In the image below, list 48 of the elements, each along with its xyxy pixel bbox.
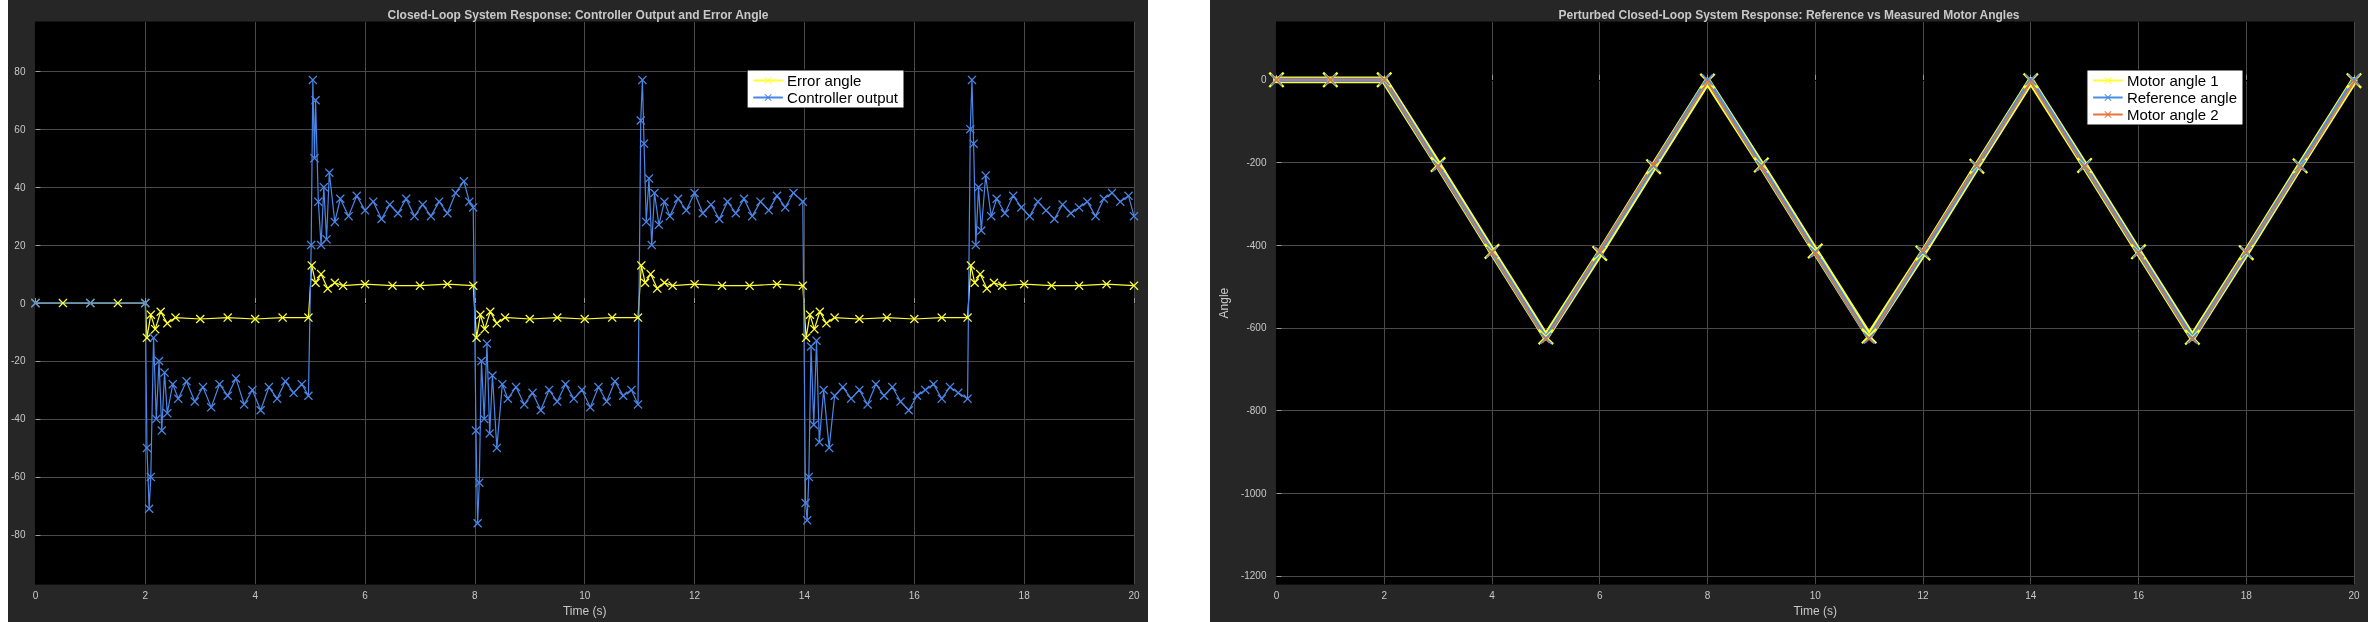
- y-tick-label: 0: [19, 297, 26, 309]
- y-tick-label: -800: [1246, 405, 1267, 417]
- x-tick-label: 14: [798, 589, 811, 601]
- chart-title: Perturbed Closed-Loop System Response: Reference vs Measured Motor Angles: [1558, 8, 2020, 22]
- x-tick-label: 18: [1018, 589, 1031, 601]
- legend-label: Reference angle: [2126, 89, 2237, 106]
- y-tick-label: -600: [1246, 322, 1267, 334]
- x-tick-label: 2: [142, 589, 149, 601]
- x-tick-label: 6: [362, 589, 369, 601]
- x-tick-label: 10: [579, 589, 591, 601]
- x-tick-label: 0: [32, 589, 39, 601]
- x-tick-label: 10: [1809, 589, 1822, 601]
- x-tick-label: 14: [2025, 589, 2037, 601]
- x-tick-label: 8: [1704, 589, 1711, 601]
- y-tick-label: -1200: [1240, 570, 1267, 582]
- x-tick-label: 8: [472, 589, 479, 601]
- y-axis-title: Angle: [1217, 287, 1231, 319]
- x-tick-label: 2: [1381, 589, 1388, 601]
- x-tick-label: 4: [1489, 589, 1496, 601]
- y-tick-label: 60: [14, 123, 26, 135]
- x-tick-label: 12: [689, 589, 701, 601]
- x-tick-label: 20: [2348, 589, 2360, 601]
- x-tick-label: 4: [252, 589, 259, 601]
- y-tick-label: -200: [1246, 157, 1267, 169]
- y-tick-label: -20: [11, 355, 26, 367]
- y-tick-label: 0: [1260, 74, 1267, 86]
- y-tick-label: 80: [14, 65, 26, 77]
- y-tick-label: 20: [14, 239, 26, 251]
- chart-title: Closed-Loop System Response: Controller Output and Error Angle: [387, 8, 769, 22]
- y-tick-label: -1000: [1240, 487, 1267, 499]
- legend-label: Motor angle 2: [2126, 106, 2219, 123]
- y-tick-label: -80: [11, 529, 26, 541]
- legend-label: Error angle: [787, 72, 862, 89]
- y-tick-label: -60: [11, 471, 26, 483]
- x-axis-title: Time (s): [562, 604, 607, 618]
- x-tick-label: 20: [1128, 589, 1140, 601]
- x-tick-label: 16: [2132, 589, 2145, 601]
- x-tick-label: 12: [1917, 589, 1929, 601]
- x-tick-label: 6: [1596, 589, 1603, 601]
- y-tick-label: -40: [11, 413, 26, 425]
- legend-label: Controller output: [787, 89, 899, 106]
- legend-label: Motor angle 1: [2126, 72, 2219, 89]
- y-tick-label: 40: [14, 181, 26, 193]
- x-tick-label: 16: [908, 589, 921, 601]
- x-tick-label: 18: [2240, 589, 2253, 601]
- x-axis-title: Time (s): [1793, 604, 1838, 618]
- y-tick-label: -400: [1246, 239, 1267, 251]
- x-tick-label: 0: [1273, 589, 1280, 601]
